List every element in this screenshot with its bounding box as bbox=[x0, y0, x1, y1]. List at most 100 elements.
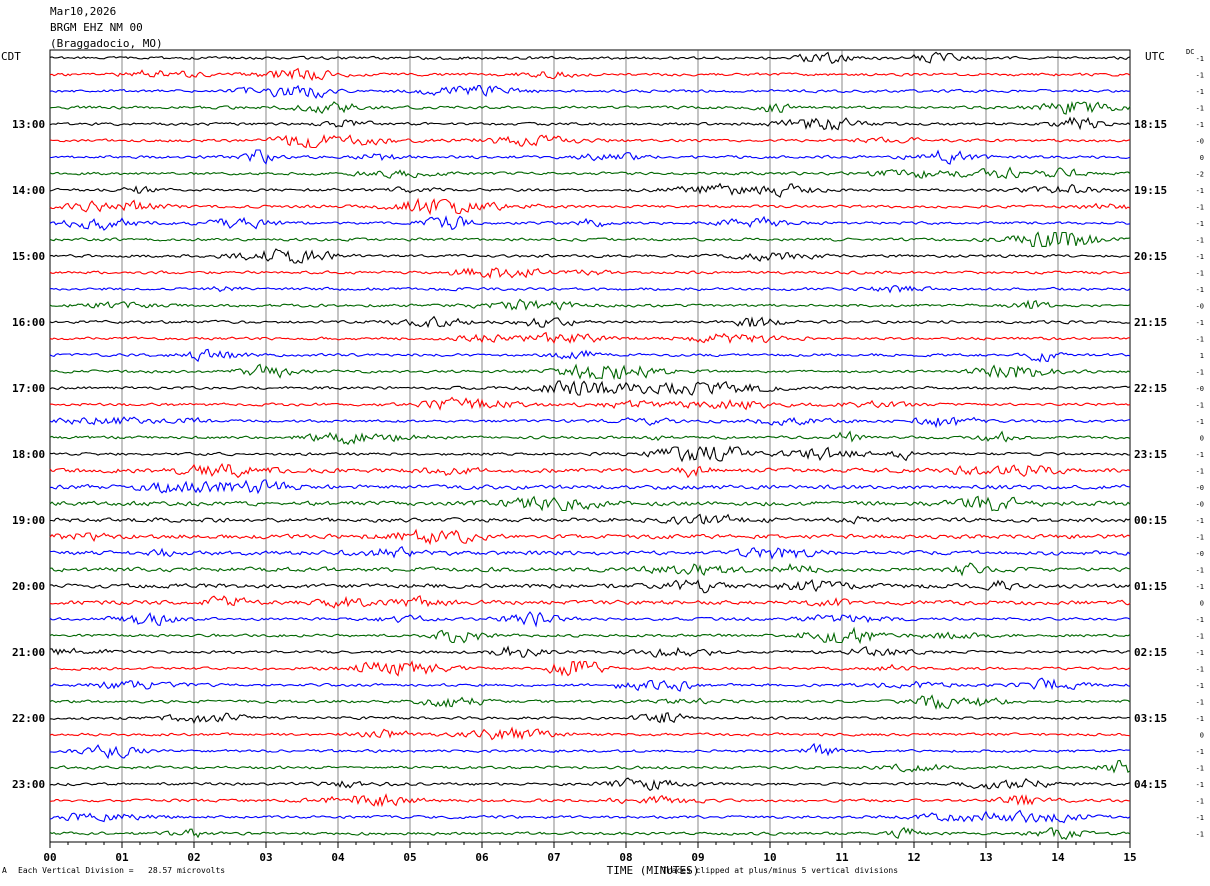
dc-offset-label: -1 bbox=[1196, 517, 1204, 525]
left-hour-label: 16:00 bbox=[12, 316, 45, 329]
trace-row-19 bbox=[49, 363, 1131, 381]
trace-row-14 bbox=[49, 285, 1131, 294]
trace-row-13 bbox=[49, 267, 1131, 279]
dc-offset-label: -1 bbox=[1196, 418, 1204, 426]
dc-offset-label: -1 bbox=[1196, 715, 1204, 723]
dc-offset-label: -1 bbox=[1196, 534, 1204, 542]
clip-note: Traces clipped at plus/minus 5 vertical … bbox=[662, 866, 899, 875]
dc-offset-label: -1 bbox=[1196, 237, 1204, 245]
dc-offset-label: -1 bbox=[1196, 567, 1204, 575]
left-hour-label: 22:00 bbox=[12, 712, 45, 725]
x-tick-label: 04 bbox=[331, 851, 345, 864]
x-tick-label: 11 bbox=[835, 851, 849, 864]
trace-row-37 bbox=[49, 660, 1131, 677]
x-tick-label: 01 bbox=[115, 851, 129, 864]
dc-offset-label: -0 bbox=[1196, 385, 1204, 393]
x-tick-label: 13 bbox=[979, 851, 992, 864]
dc-offset-label: 0 bbox=[1200, 435, 1204, 443]
trace-row-12 bbox=[49, 248, 1131, 264]
dc-offset-label: -1 bbox=[1196, 402, 1204, 410]
right-hour-label: 02:15 bbox=[1134, 646, 1167, 659]
dc-offset-label: -1 bbox=[1196, 55, 1204, 63]
dc-offset-label: -1 bbox=[1196, 369, 1204, 377]
dc-offset-label: -1 bbox=[1196, 666, 1204, 674]
left-hour-label: 17:00 bbox=[12, 382, 45, 395]
trace-row-45 bbox=[49, 793, 1131, 808]
left-hour-label: 14:00 bbox=[12, 184, 45, 197]
dc-offset-label: -1 bbox=[1196, 765, 1204, 773]
trace-row-31 bbox=[49, 562, 1131, 577]
dc-offset-label: -1 bbox=[1196, 616, 1204, 624]
plot-header: Mar10,2026 BRGM EHZ NM 00 (Braggadocio, … bbox=[50, 4, 163, 52]
trace-row-43 bbox=[49, 759, 1131, 774]
trace-row-30 bbox=[49, 546, 1131, 560]
dc-offset-label: -2 bbox=[1196, 171, 1204, 179]
trace-row-23 bbox=[49, 430, 1131, 446]
dc-offset-label: 0 bbox=[1200, 732, 1204, 740]
trace-row-10 bbox=[49, 215, 1131, 231]
trace-row-18 bbox=[49, 348, 1131, 363]
trace-row-39 bbox=[49, 694, 1131, 710]
x-tick-label: 10 bbox=[763, 851, 776, 864]
dc-offset-label: 1 bbox=[1200, 352, 1204, 360]
plot-frame bbox=[49, 49, 1131, 843]
trace-row-24 bbox=[49, 445, 1131, 463]
trace-row-25 bbox=[49, 463, 1131, 479]
dc-offset-label: -1 bbox=[1196, 814, 1204, 822]
left-hour-label: 23:00 bbox=[12, 778, 45, 791]
trace-row-5 bbox=[49, 133, 1131, 149]
trace-row-11 bbox=[49, 231, 1131, 248]
left-hour-label: 15:00 bbox=[12, 250, 45, 263]
x-tick-label: 05 bbox=[403, 851, 416, 864]
dc-offset-label: -1 bbox=[1196, 468, 1204, 476]
x-tick-label: 09 bbox=[691, 851, 704, 864]
dc-offset-label: -1 bbox=[1196, 633, 1204, 641]
trace-row-16 bbox=[49, 315, 1131, 329]
dc-offset-label: -1 bbox=[1196, 682, 1204, 690]
x-tick-label: 12 bbox=[907, 851, 920, 864]
dc-offset-label: -1 bbox=[1196, 204, 1204, 212]
trace-row-46 bbox=[49, 809, 1131, 824]
dc-offset-label: -0 bbox=[1196, 550, 1204, 558]
dc-offset-label: -1 bbox=[1196, 270, 1204, 278]
left-hour-label: 13:00 bbox=[12, 118, 45, 131]
dc-offset-label: -0 bbox=[1196, 303, 1204, 311]
x-tick-label: 00 bbox=[43, 851, 56, 864]
trace-row-6 bbox=[49, 149, 1131, 165]
dc-offset-label: -0 bbox=[1196, 138, 1204, 146]
right-timezone-label: UTC bbox=[1145, 50, 1165, 63]
trace-row-9 bbox=[49, 197, 1131, 216]
trace-row-32 bbox=[49, 579, 1131, 594]
dc-offset-label: -1 bbox=[1196, 748, 1204, 756]
dc-offset-label: -1 bbox=[1196, 583, 1204, 591]
trace-row-1 bbox=[49, 67, 1131, 81]
trace-row-29 bbox=[49, 528, 1131, 546]
dc-offset-label: -1 bbox=[1196, 336, 1204, 344]
trace-row-28 bbox=[50, 513, 1131, 526]
location-label: (Braggadocio, MO) bbox=[50, 37, 163, 50]
trace-row-42 bbox=[49, 742, 1131, 760]
trace-row-27 bbox=[49, 495, 1131, 512]
right-hour-label: 04:15 bbox=[1134, 778, 1167, 791]
trace-row-22 bbox=[49, 416, 1131, 429]
x-tick-label: 06 bbox=[475, 851, 489, 864]
x-tick-label: 03 bbox=[259, 851, 272, 864]
dc-offset-label: -1 bbox=[1196, 649, 1204, 657]
right-hour-label: 22:15 bbox=[1134, 382, 1167, 395]
trace-row-33 bbox=[49, 595, 1131, 609]
dc-offset-label: -1 bbox=[1196, 286, 1204, 294]
trace-row-26 bbox=[49, 479, 1131, 495]
dc-offset-label: -1 bbox=[1196, 699, 1204, 707]
trace-row-38 bbox=[50, 677, 1131, 692]
trace-row-4 bbox=[49, 116, 1131, 131]
left-timezone-label: CDT bbox=[1, 50, 21, 63]
dc-offset-label: -1 bbox=[1196, 781, 1204, 789]
dc-offset-label: 0 bbox=[1200, 600, 1204, 608]
x-axis-label: TIME (MINUTES) bbox=[607, 864, 700, 877]
dc-offset-label: -1 bbox=[1196, 319, 1204, 327]
dc-offset-label: -1 bbox=[1196, 88, 1204, 96]
right-hour-label: 21:15 bbox=[1134, 316, 1167, 329]
trace-row-20 bbox=[49, 380, 1131, 396]
